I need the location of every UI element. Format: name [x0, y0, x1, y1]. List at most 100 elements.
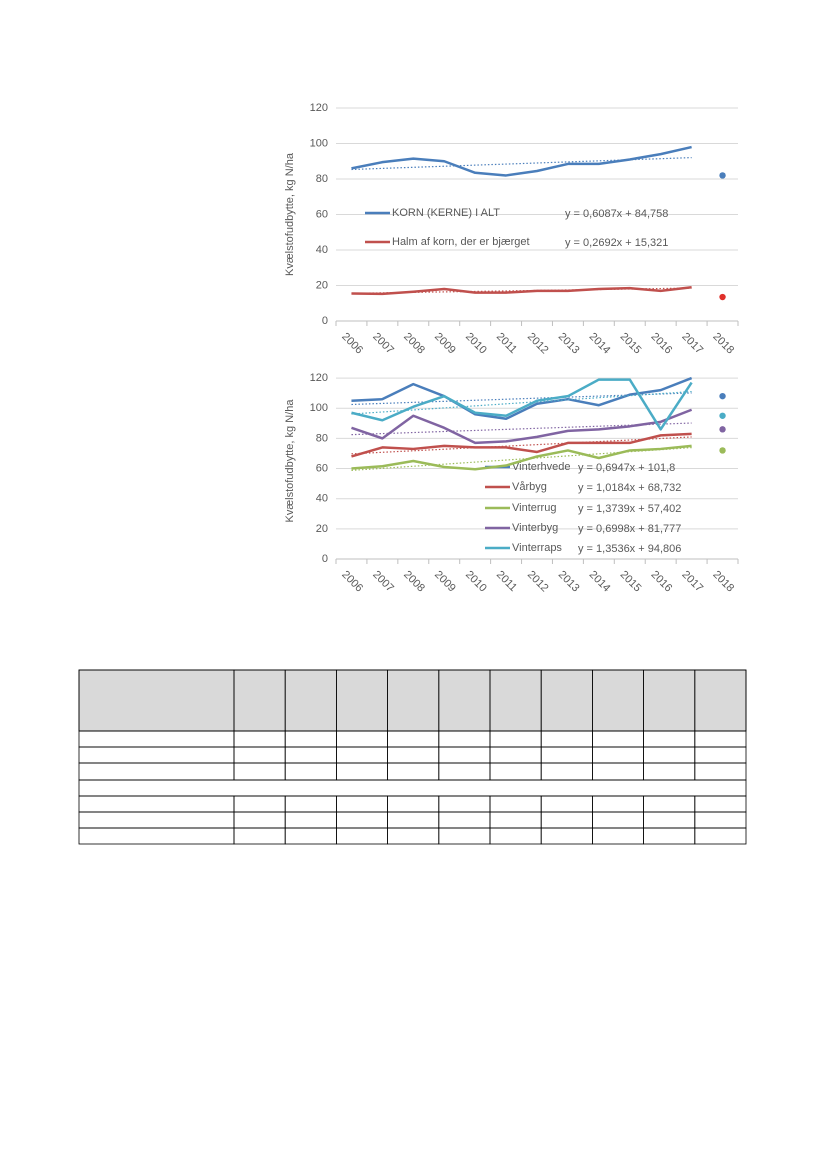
y-tick-label: 20 — [316, 523, 328, 535]
y-tick-label: 100 — [310, 402, 328, 414]
x-tick-label: 2015 — [618, 331, 644, 357]
dot — [719, 293, 726, 301]
table-cell — [592, 730, 645, 748]
x-tick-label: 2018 — [710, 331, 736, 357]
y-tick-label: 80 — [316, 432, 328, 444]
dot — [719, 426, 726, 433]
x-tick-label: 2017 — [679, 331, 705, 357]
table-cell — [489, 811, 542, 829]
empty-table — [78, 669, 747, 845]
table-cell — [233, 811, 286, 829]
table-cell — [540, 762, 593, 781]
x-tick-label: 2013 — [556, 569, 582, 595]
series-line — [351, 378, 693, 431]
table-cell — [592, 762, 645, 781]
table-cell — [643, 795, 696, 813]
series-line — [351, 408, 693, 445]
x-tick-label: 2009 — [432, 331, 458, 357]
table-cell — [694, 795, 747, 813]
table-cell — [78, 730, 235, 748]
x-tick-label: 2014 — [587, 331, 613, 357]
y-tick-label: 100 — [310, 137, 328, 149]
table-cell — [284, 827, 337, 845]
table-cell — [284, 762, 337, 781]
series-line — [351, 444, 692, 471]
y-tick-label: 60 — [316, 462, 328, 474]
table-cell — [233, 762, 286, 781]
table-cell — [335, 730, 388, 748]
x-tick-label: 2013 — [556, 331, 582, 357]
table-cell — [540, 827, 593, 845]
table-cell — [438, 795, 491, 813]
table-cell — [78, 811, 235, 829]
y-tick-label: 80 — [316, 173, 328, 185]
y-tick-label: 60 — [316, 208, 328, 220]
legend-label: Vinterraps — [512, 542, 562, 554]
y-tick-label: 120 — [310, 372, 328, 384]
x-tick-label: 2006 — [339, 569, 365, 595]
y-axis-title: Kvælstofudbytte, kg N/ha — [284, 399, 296, 523]
table-cell — [387, 811, 440, 829]
x-tick-label: 2007 — [370, 331, 396, 357]
table-cell — [284, 746, 337, 764]
table-cell — [387, 730, 440, 748]
table-cell — [335, 746, 388, 764]
trend-line — [351, 436, 692, 455]
table-cell — [643, 811, 696, 829]
table-cell — [233, 746, 286, 764]
table-cell — [694, 746, 747, 764]
table-cell — [387, 746, 440, 764]
dot — [719, 447, 726, 454]
table-cell — [438, 811, 491, 829]
x-tick-label: 2018 — [710, 569, 736, 595]
table-header-bg — [78, 669, 747, 732]
legend-label: Halm af korn, der er bjærget — [392, 236, 530, 248]
table-cell — [489, 827, 542, 845]
x-tick-label: 2014 — [587, 569, 613, 595]
dot — [719, 172, 726, 179]
table-cell — [592, 811, 645, 829]
table-cell — [592, 746, 645, 764]
y-tick-label: 40 — [316, 493, 328, 505]
x-tick-label: 2007 — [370, 569, 396, 595]
y-tick-label: 20 — [316, 279, 328, 291]
table-cell — [335, 795, 388, 813]
trend-equation: y = 0,6087x + 84,758 — [565, 208, 668, 220]
legend-label: Vinterrug — [512, 502, 556, 514]
table-cell — [643, 762, 696, 781]
table-cell — [284, 811, 337, 829]
table-cell — [78, 795, 235, 813]
table-cell — [78, 746, 235, 764]
dot — [719, 412, 726, 419]
table-cell — [694, 762, 747, 781]
table-cell — [540, 795, 593, 813]
legend-label: Vinterbyg — [512, 522, 558, 534]
table-cell — [335, 827, 388, 845]
table-cell — [78, 762, 235, 781]
table-cell — [540, 811, 593, 829]
series-line — [351, 432, 692, 458]
table-cell — [643, 827, 696, 845]
table-cell — [438, 827, 491, 845]
x-tick-label: 2015 — [618, 569, 644, 595]
table-cell — [592, 827, 645, 845]
table-cell — [694, 730, 747, 748]
legend-label: Vinterhvede — [512, 461, 571, 473]
trend-equation: y = 0,6998x + 81,777 — [578, 523, 681, 535]
y-tick-label: 0 — [322, 553, 328, 565]
legend-label: KORN (KERNE) I ALT — [392, 207, 500, 219]
table-cell — [438, 730, 491, 748]
y-tick-label: 0 — [322, 315, 328, 327]
table-cell — [387, 827, 440, 845]
table-cell — [694, 811, 747, 829]
trend-equation: y = 0,6947x + 101,8 — [578, 462, 675, 474]
y-tick-label: 40 — [316, 244, 328, 256]
table-cell — [284, 730, 337, 748]
x-tick-label: 2010 — [463, 331, 489, 357]
x-tick-label: 2011 — [494, 569, 519, 594]
table-cell — [233, 827, 286, 845]
table-cell — [233, 730, 286, 748]
table-cell — [284, 795, 337, 813]
